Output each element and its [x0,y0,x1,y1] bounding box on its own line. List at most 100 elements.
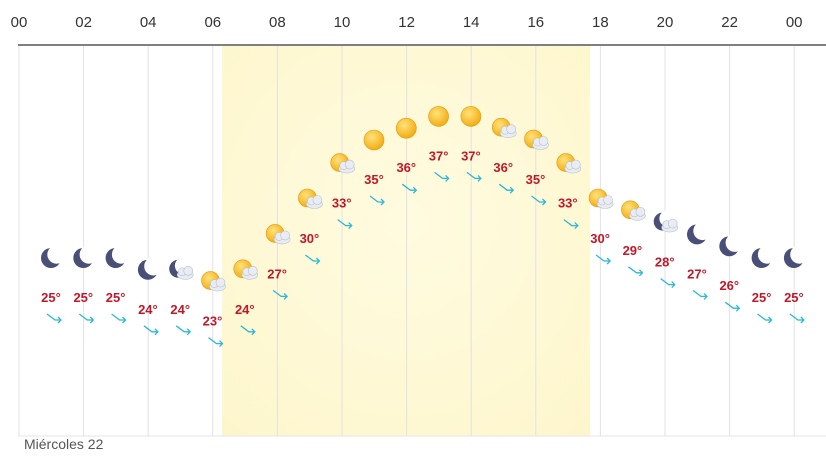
hour-point: 25° [783,245,809,324]
hour-point: 28° [653,210,679,289]
sun-cloud-icon [588,188,614,209]
temp-label: 28° [655,255,675,270]
moon-icon [687,221,712,245]
temp-label: 24° [235,302,255,317]
wind-arrow-icon [46,313,62,324]
moon-cloud-icon [169,257,194,280]
hour-labels: 00 02 04 06 08 10 12 14 16 18 20 22 00 [11,14,803,31]
wind-arrow-icon [660,278,676,289]
temp-label: 24° [170,302,190,317]
temp-label: 27° [687,266,707,281]
hour-label: 00 [11,14,28,31]
wind-arrow-icon [724,301,741,312]
temp-label: 30° [300,231,320,246]
hour-point: 25° [41,245,66,324]
temp-label: 30° [590,231,610,246]
grid-lines [18,46,795,436]
hour-point: 36° [491,117,517,194]
sun-cloud-icon [201,271,226,292]
wind-arrow-icon [595,254,612,265]
temp-label: 27° [267,266,287,281]
hour-point: 26° [719,233,744,312]
sun-cloud-icon [233,259,259,280]
hour-point: 25° [73,245,99,324]
sun-cloud-icon [556,153,582,174]
wind-arrow-icon [789,313,805,324]
wind-arrow-icon [337,219,353,230]
sun-icon [428,106,449,127]
temp-label: 36° [493,160,513,175]
hour-point: 33° [556,153,582,230]
temp-label: 33° [332,196,352,211]
temp-label: 35° [364,172,384,187]
sun-cloud-icon [621,200,646,221]
sun-icon [460,106,482,127]
sun-icon [395,117,417,139]
hour-label: 12 [398,14,415,31]
wind-arrow-icon [498,183,515,194]
temp-label: 25° [73,290,93,305]
hour-point: 37° [428,106,450,182]
moon-icon [41,245,66,268]
hour-point: 27° [687,221,712,300]
moon-icon [751,245,777,268]
wind-arrow-icon [434,171,450,182]
hour-label: 00 [786,14,803,31]
temp-label: 35° [526,172,546,187]
wind-arrow-icon [692,289,708,300]
hour-point: 35° [363,129,385,206]
hour-point: 23° [201,271,226,348]
hour-label: 10 [334,14,351,31]
wind-arrow-icon [628,266,644,277]
temp-label: 33° [558,196,578,211]
wind-arrow-icon [757,313,773,324]
wind-arrow-icon [78,313,95,324]
temp-label: 26° [719,278,739,293]
wind-arrow-icon [111,313,127,324]
moon-icon [73,245,99,268]
wind-arrow-icon [208,337,224,348]
hour-point: 37° [460,106,482,182]
wind-arrow-icon [531,195,547,206]
hour-point: 29° [621,200,646,277]
hour-point: 24° [137,257,163,336]
wind-arrow-icon [369,195,385,206]
hour-point: 25° [105,245,131,324]
wind-arrow-icon [305,254,321,265]
day-label: Miércoles 22 [24,436,104,452]
temp-label: 23° [203,314,223,329]
wind-arrow-icon [240,325,256,336]
sun-cloud-icon [265,224,291,245]
hour-label: 14 [463,14,480,31]
temp-label: 24° [138,302,158,317]
temp-label: 25° [41,290,61,305]
hour-point: 30° [298,188,323,265]
hour-label: 16 [527,14,544,31]
temp-label: 25° [784,290,804,305]
wind-arrow-icon [143,325,159,336]
wind-arrow-icon [466,171,482,182]
hour-label: 18 [592,14,609,31]
moon-icon [719,233,744,257]
wind-arrow-icon [272,289,289,300]
hour-label: 02 [75,14,92,31]
hour-point: 27° [265,224,291,300]
moon-icon [137,257,163,280]
moon-icon [783,245,809,268]
temp-label: 29° [623,243,643,258]
hour-label: 08 [269,14,286,31]
hour-label: 06 [204,14,221,31]
hour-point: 24° [169,257,194,336]
sun-cloud-icon [524,129,549,150]
wind-arrow-icon [401,183,418,194]
hour-label: 22 [721,14,738,31]
hour-point: 36° [395,117,418,194]
sun-cloud-icon [491,117,517,138]
temp-label: 37° [461,148,481,163]
temp-label: 25° [106,290,126,305]
wind-arrow-icon [175,325,192,336]
moon-cloud-icon [653,210,679,233]
sun-cloud-icon [330,153,356,174]
temp-label: 25° [752,290,772,305]
